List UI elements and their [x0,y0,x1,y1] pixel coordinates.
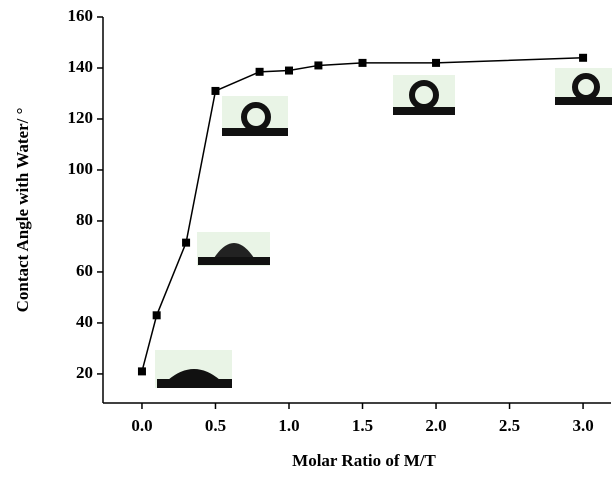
y-tick-label: 140 [68,57,94,76]
data-point [358,58,367,67]
y-tick-label: 160 [68,6,94,25]
x-tick-label: 2.5 [499,416,520,435]
data-point [152,311,161,320]
droplet-insets [155,68,612,388]
x-tick-label: 1.5 [352,416,373,435]
substrate [222,128,288,136]
x-tick-label: 3.0 [572,416,593,435]
data-point [284,66,293,75]
data-point [211,86,220,95]
x-axis-label: Molar Ratio of M/T [292,451,436,470]
x-tick-label: 1.0 [278,416,299,435]
data-point [182,238,191,247]
x-tick-label: 2.0 [425,416,446,435]
data-point [432,58,441,67]
data-point [579,53,588,62]
data-line [141,57,584,372]
y-tick-label: 120 [68,108,94,127]
y-tick-label: 60 [76,261,93,280]
y-tick-label: 80 [76,210,93,229]
x-tick-label: 0.5 [205,416,226,435]
x-tick-label: 0.0 [131,416,152,435]
droplet [168,369,220,380]
y-tick-label: 100 [68,159,94,178]
substrate [198,257,270,265]
data-point [255,67,264,76]
droplet [214,243,254,258]
y-axis-label: Contact Angle with Water/ ° [13,108,32,313]
substrate [555,97,612,105]
substrate [393,107,455,115]
substrate [157,379,232,388]
data-point [137,367,146,376]
y-tick-label: 20 [76,363,93,382]
y-tick-label: 40 [76,312,93,331]
data-point [314,61,323,70]
